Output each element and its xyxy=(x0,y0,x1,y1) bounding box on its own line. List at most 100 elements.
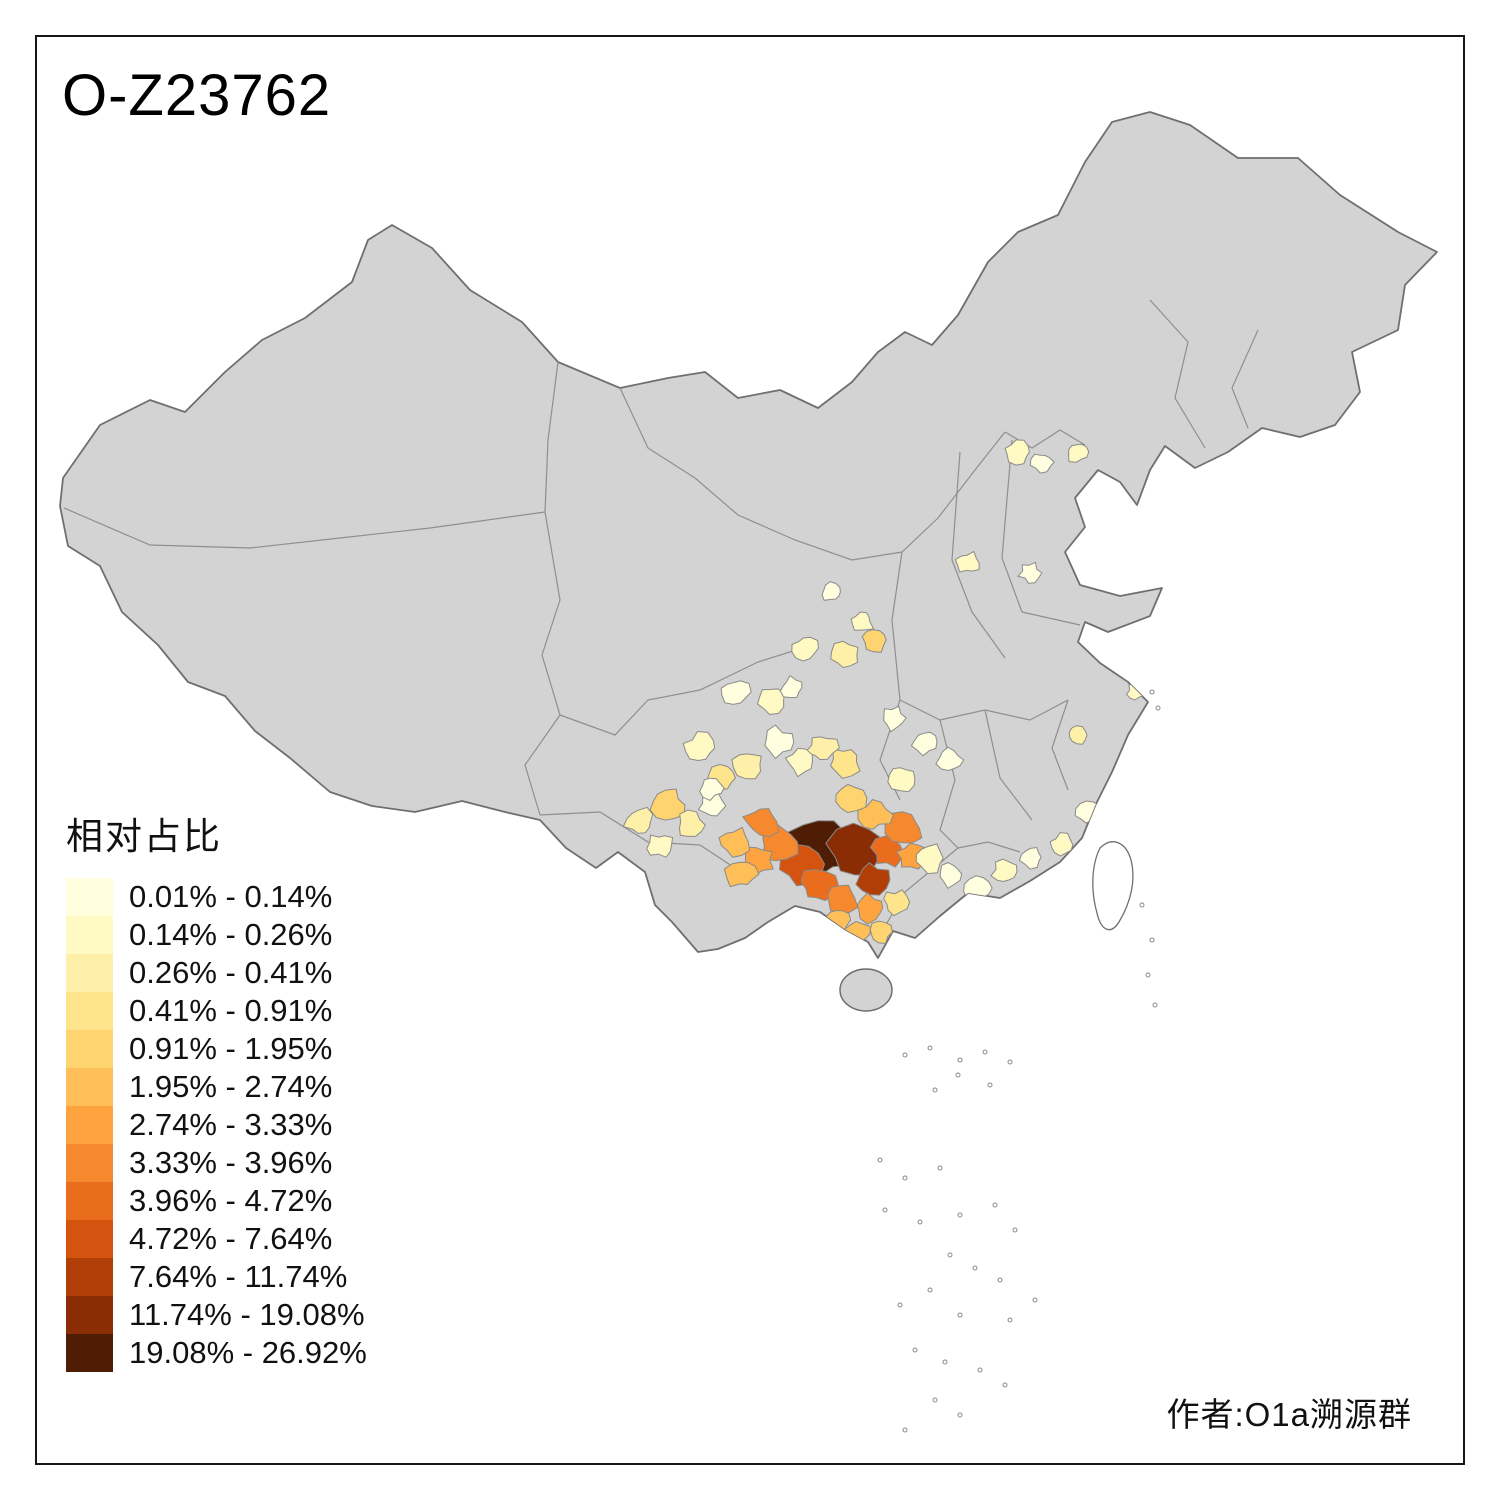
map-region xyxy=(857,799,895,830)
legend-label: 4.72% - 7.64% xyxy=(129,1221,333,1256)
legend-label: 3.96% - 4.72% xyxy=(129,1183,333,1218)
map-region xyxy=(622,806,654,834)
island-dot xyxy=(957,1412,963,1418)
island-dot xyxy=(932,1087,938,1093)
map-region xyxy=(850,611,875,631)
legend-swatch xyxy=(66,916,113,954)
legend-row: 0.41% - 0.91% xyxy=(66,992,426,1030)
legend-swatch xyxy=(66,1144,113,1182)
province-border-line xyxy=(984,709,1033,821)
legend-row: 2.74% - 3.33% xyxy=(66,1106,426,1144)
island-dot xyxy=(882,1207,888,1213)
map-region xyxy=(910,731,938,757)
island-dot xyxy=(927,1287,933,1293)
province-borders xyxy=(63,299,1259,936)
map-region xyxy=(827,884,859,913)
legend-label: 2.74% - 3.33% xyxy=(129,1107,333,1142)
map-region xyxy=(720,680,752,705)
map-region xyxy=(764,724,795,760)
map-region xyxy=(954,550,980,573)
legend-row: 19.08% - 26.92% xyxy=(66,1334,426,1372)
legend-row: 0.14% - 0.26% xyxy=(66,916,426,954)
map-region xyxy=(990,858,1018,883)
island-dot xyxy=(1139,902,1145,908)
region-layer xyxy=(622,439,1148,945)
island-dot xyxy=(1149,689,1155,695)
map-region xyxy=(829,748,861,779)
legend-row: 7.64% - 11.74% xyxy=(66,1258,426,1296)
island-dot xyxy=(997,1277,1003,1283)
map-region xyxy=(1029,453,1055,474)
province-border-line xyxy=(539,811,739,871)
legend-row: 11.74% - 19.08% xyxy=(66,1296,426,1334)
island-dot xyxy=(912,1347,918,1353)
legend-swatch xyxy=(66,1334,113,1372)
map-region xyxy=(869,920,893,945)
map-region xyxy=(1068,443,1090,463)
map-region xyxy=(939,862,963,889)
island-dot xyxy=(957,1212,963,1218)
map-region xyxy=(883,705,907,733)
island-dot xyxy=(1149,937,1155,943)
legend-swatch xyxy=(66,1030,113,1068)
legend-label: 11.74% - 19.08% xyxy=(129,1297,365,1332)
island-dot xyxy=(937,1165,943,1171)
province-border-line xyxy=(1051,699,1069,791)
taiwan-shape xyxy=(1092,841,1134,931)
island-dot xyxy=(977,1367,983,1373)
map-region xyxy=(756,688,786,716)
sea-islands-layer xyxy=(877,689,1161,1433)
legend-swatch xyxy=(66,992,113,1030)
province-border-line xyxy=(951,451,973,613)
legend-title: 相对占比 xyxy=(66,816,222,857)
map-region xyxy=(821,581,841,601)
island-dot xyxy=(1007,1059,1013,1065)
island-dot xyxy=(902,1427,908,1433)
island-dot xyxy=(1152,1002,1158,1008)
map-region xyxy=(649,788,686,821)
map-region xyxy=(699,777,725,801)
legend-swatch xyxy=(66,1068,113,1106)
map-region xyxy=(855,862,891,896)
legend-rows: 0.01% - 0.14% 0.14% - 0.26% 0.26% - 0.41% 0… xyxy=(66,878,426,1372)
legend: 相对占比 0.01% - 0.14% 0.14% - 0.26% 0.26% - 0… xyxy=(66,806,426,1372)
province-border-line xyxy=(957,841,1021,853)
legend-swatch xyxy=(66,878,113,916)
map-region xyxy=(791,636,820,662)
map-region xyxy=(830,640,859,669)
map-region xyxy=(856,892,884,925)
island-dot xyxy=(1002,1382,1008,1388)
map-region xyxy=(718,826,751,858)
legend-label: 0.01% - 0.14% xyxy=(129,879,333,914)
island-dot xyxy=(927,1045,933,1051)
island-dot xyxy=(897,1302,903,1308)
legend-label: 19.08% - 26.92% xyxy=(129,1335,367,1370)
map-region xyxy=(835,783,868,814)
legend-swatch xyxy=(66,1258,113,1296)
hainan-shape xyxy=(839,968,893,1012)
legend-swatch xyxy=(66,954,113,992)
province-border-line xyxy=(971,611,1006,659)
legend-swatch xyxy=(66,1182,113,1220)
island-dot xyxy=(1007,1317,1013,1323)
mainland-shape xyxy=(59,111,1438,959)
island-dot xyxy=(917,1219,923,1225)
map-region xyxy=(741,808,780,838)
island-dot xyxy=(932,1397,938,1403)
island-dot xyxy=(947,1252,953,1258)
island-dot xyxy=(982,1049,988,1055)
legend-label: 1.95% - 2.74% xyxy=(129,1069,333,1104)
island-dot xyxy=(957,1312,963,1318)
map-region xyxy=(915,843,944,875)
legend-row: 3.96% - 4.72% xyxy=(66,1182,426,1220)
province-border-line xyxy=(524,511,561,816)
province-border-line xyxy=(1001,439,1023,613)
legend-swatch xyxy=(66,1106,113,1144)
map-region xyxy=(883,889,911,917)
legend-row: 1.95% - 2.74% xyxy=(66,1068,426,1106)
map-region xyxy=(1049,832,1074,857)
legend-label: 0.91% - 1.95% xyxy=(129,1031,333,1066)
legend-row: 4.72% - 7.64% xyxy=(66,1220,426,1258)
